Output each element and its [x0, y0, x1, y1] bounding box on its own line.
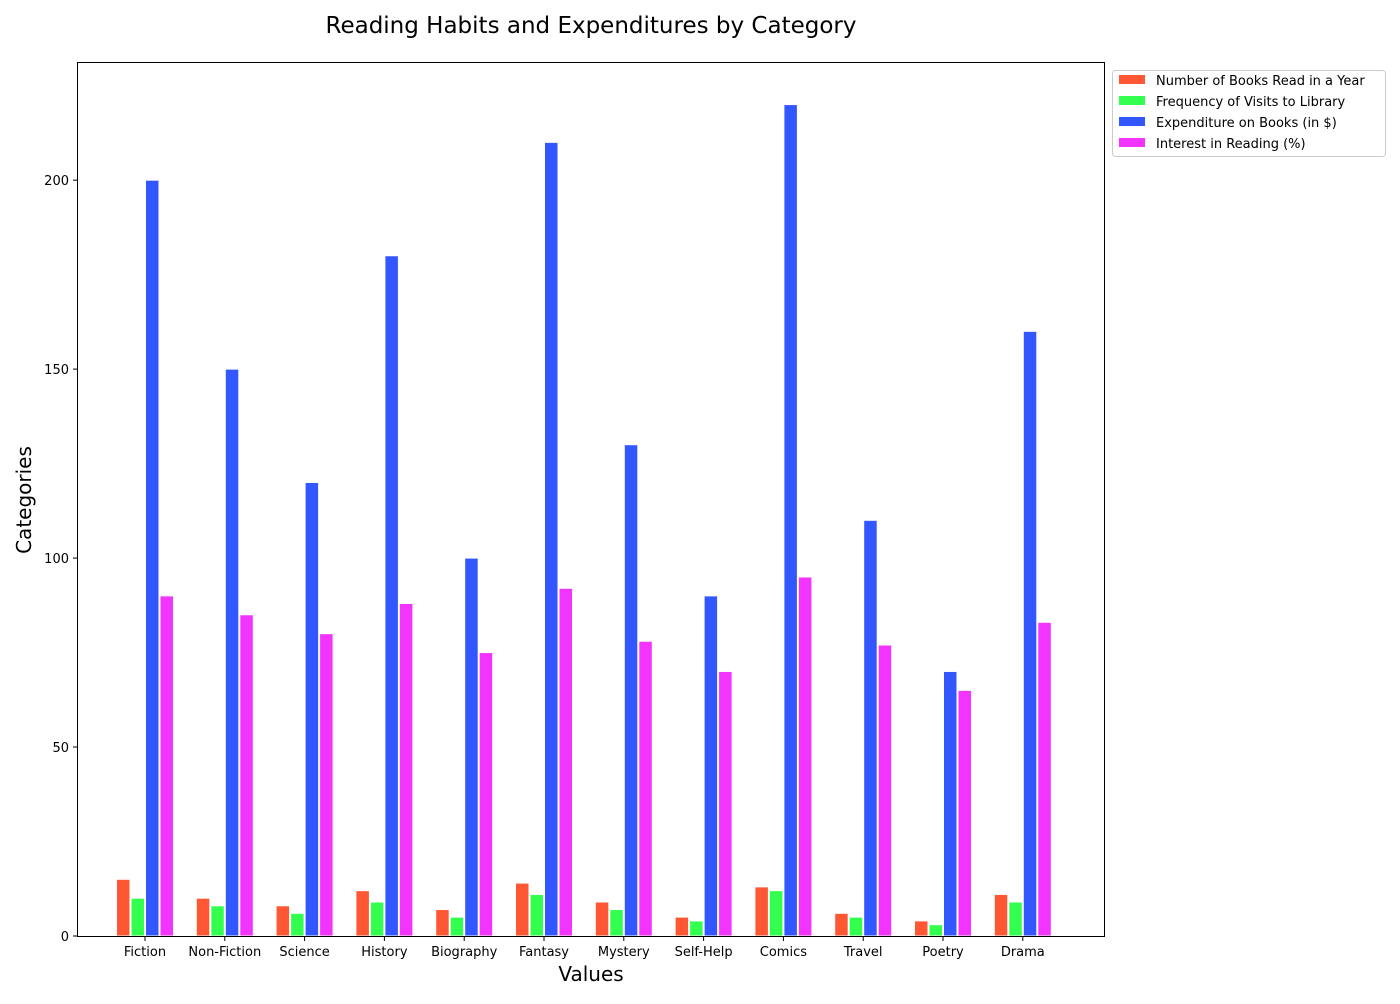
- chart-title: Reading Habits and Expenditures by Categ…: [326, 13, 857, 39]
- bar: [914, 920, 929, 937]
- x-tick-label: Biography: [431, 945, 498, 960]
- bar: [116, 878, 131, 937]
- legend-swatch: [1119, 138, 1145, 147]
- y-tick-label: 150: [44, 363, 69, 378]
- bar: [195, 897, 211, 937]
- bar: [957, 689, 972, 937]
- bar: [558, 587, 573, 937]
- bar: [145, 179, 160, 937]
- bar: [449, 916, 465, 937]
- bar: [797, 576, 813, 937]
- bar: [703, 595, 719, 937]
- legend-label: Expenditure on Books (in $): [1156, 116, 1337, 131]
- bar: [1037, 621, 1052, 937]
- bar: [943, 670, 958, 937]
- bar: [515, 882, 530, 937]
- bar: [304, 481, 320, 937]
- bar: [290, 912, 305, 937]
- y-tick-label: 50: [52, 741, 69, 756]
- y-axis-label: Categories: [12, 446, 36, 554]
- bar: [239, 614, 254, 937]
- x-tick-label: History: [361, 945, 408, 960]
- bar: [159, 595, 174, 937]
- bar: [369, 901, 385, 937]
- bar: [398, 602, 414, 937]
- bar: [594, 901, 610, 937]
- bar: [783, 104, 798, 937]
- bar: [848, 916, 864, 937]
- bar: [319, 633, 334, 937]
- x-tick-label: Mystery: [598, 945, 650, 960]
- y-tick-label: 200: [44, 174, 69, 189]
- bar: [384, 255, 399, 937]
- bar: [464, 557, 479, 937]
- x-tick-label: Fiction: [124, 945, 166, 960]
- bar: [609, 909, 624, 937]
- bars-layer: [116, 104, 1052, 937]
- bar: [1022, 330, 1038, 937]
- y-axis-ticks: 0 50 100 150 200: [44, 174, 78, 945]
- bar: [638, 640, 653, 937]
- bar: [544, 141, 559, 937]
- bar: [993, 893, 1009, 937]
- x-tick-label: Drama: [1001, 945, 1045, 960]
- legend-label: Number of Books Read in a Year: [1156, 74, 1365, 89]
- legend-label: Frequency of Visits to Library: [1156, 95, 1346, 110]
- bar: [355, 890, 370, 937]
- bar: [674, 916, 690, 937]
- x-tick-label: Travel: [843, 945, 883, 960]
- legend-box: [1112, 70, 1386, 157]
- bar: [768, 890, 784, 937]
- legend-swatch: [1119, 75, 1145, 84]
- bar: [275, 905, 291, 937]
- bar: [435, 909, 450, 937]
- bar: [623, 444, 639, 937]
- bar: [863, 519, 878, 937]
- x-axis-ticks: Fiction Non-Fiction Science History Biograph…: [124, 936, 1045, 960]
- x-axis-label: Values: [558, 962, 623, 986]
- plot-frame: [77, 62, 1105, 937]
- legend-label: Interest in Reading (%): [1156, 137, 1306, 152]
- y-tick-label: 0: [61, 930, 69, 945]
- bar: [718, 670, 733, 937]
- bar: [1008, 901, 1023, 937]
- x-tick-label: Poetry: [922, 945, 964, 960]
- legend-swatch: [1119, 96, 1145, 105]
- bar: [877, 644, 893, 937]
- bar: [478, 652, 494, 937]
- y-tick-label: 100: [44, 552, 69, 567]
- x-tick-label: Comics: [760, 945, 807, 960]
- legend-swatch: [1119, 117, 1145, 126]
- x-tick-label: Science: [279, 945, 329, 960]
- bar: [834, 912, 849, 937]
- bar: [928, 924, 943, 937]
- legend: Number of Books Read in a Year Frequency …: [1112, 70, 1386, 157]
- x-tick-label: Fantasy: [519, 945, 569, 960]
- bar: [130, 897, 145, 937]
- x-tick-label: Self-Help: [675, 945, 733, 960]
- x-tick-label: Non-Fiction: [188, 945, 261, 960]
- bar: [210, 905, 225, 937]
- bar: [754, 886, 769, 937]
- bar: [689, 920, 704, 937]
- bar: [529, 893, 544, 937]
- bar: [224, 368, 240, 937]
